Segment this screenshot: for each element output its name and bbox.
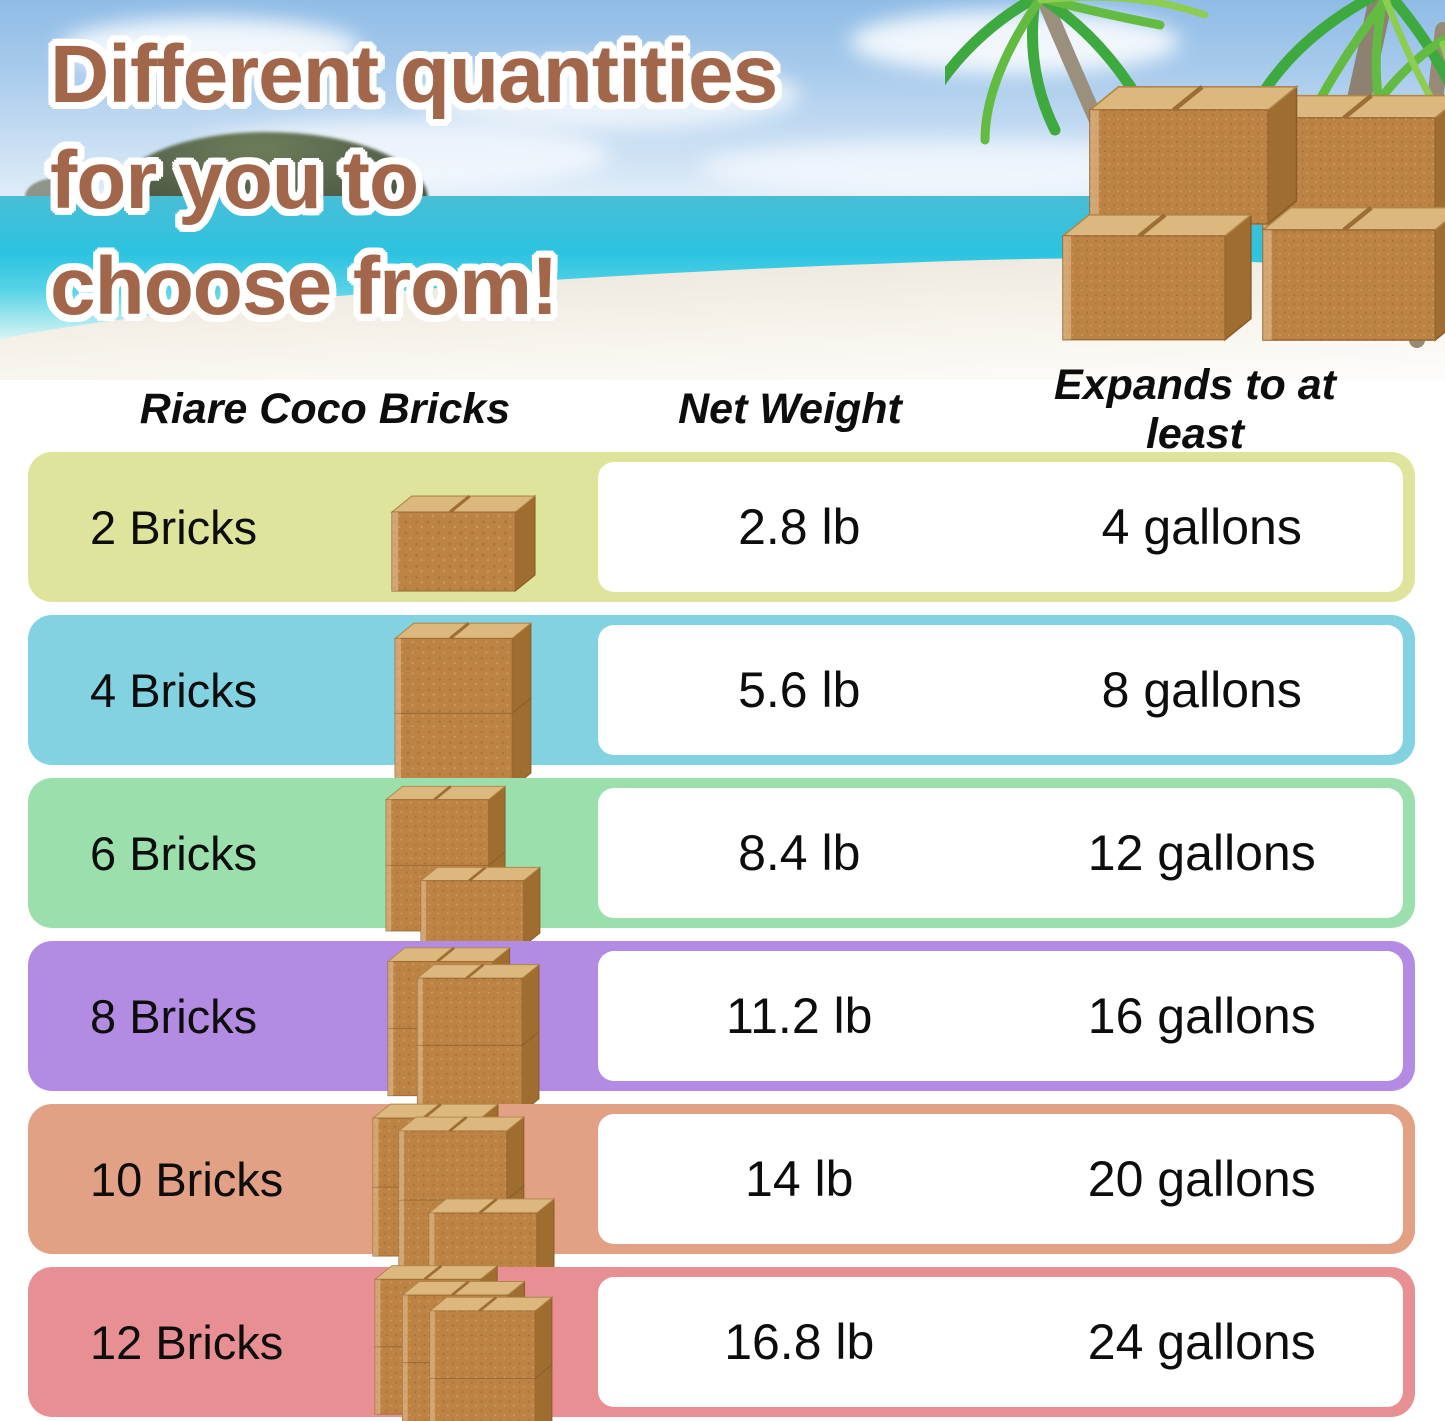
coco-bricks-icon [358,1264,568,1421]
table-row: 12 Bricks 16.8 lb 24 gallons [28,1264,1415,1421]
row-label: 2 Bricks [90,500,258,554]
coco-bricks-icon [358,1103,568,1283]
cloud [60,18,360,78]
beach-hero: Different quantities for you to choose f… [0,0,1445,380]
row-values-panel: 8.4 lb 12 gallons [598,788,1403,918]
column-header-net-weight: Net Weight [678,385,902,433]
title-line: choose from! [50,241,558,332]
row-values-panel: 14 lb 20 gallons [598,1114,1403,1244]
net-weight-value: 5.6 lb [738,662,861,718]
table-row: 4 Bricks 5.6 lb 8 gallons [28,615,1415,789]
table-header: Riare Coco Bricks Net Weight Expands to … [0,361,1445,458]
expands-value: 8 gallons [1101,662,1302,718]
row-label: 8 Bricks [90,989,258,1043]
expands-value: 12 gallons [1087,825,1316,881]
expands-value: 24 gallons [1087,1314,1316,1370]
title-line: for you to [50,135,419,226]
net-weight-value: 16.8 lb [724,1314,875,1370]
net-weight-value: 14 lb [745,1151,854,1207]
table-row: 2 Bricks 2.8 lb 4 gallons [28,452,1415,602]
row-label: 4 Bricks [90,663,258,717]
coco-bricks-icon [358,778,568,948]
column-header-product: Riare Coco Bricks [139,385,511,433]
net-weight-value: 8.4 lb [738,825,861,881]
comparison-table: 2 Bricks 2.8 lb 4 gallons 4 Bricks 5.6 l… [28,452,1415,1421]
expands-value: 4 gallons [1101,499,1302,555]
row-label: 12 Bricks [90,1315,284,1369]
row-label: 6 Bricks [90,826,258,880]
row-values-panel: 2.8 lb 4 gallons [598,462,1403,592]
coco-bricks-icon [358,452,568,602]
title-line: Different quantities [50,29,778,120]
cloud [420,60,800,130]
expands-value: 16 gallons [1087,988,1316,1044]
net-weight-value: 2.8 lb [738,499,861,555]
table-row: 8 Bricks 11.2 lb 16 gallons [28,941,1415,1113]
row-values-panel: 5.6 lb 8 gallons [598,625,1403,755]
column-header-expands: Expands to at least [1054,360,1336,458]
row-values-panel: 11.2 lb 16 gallons [598,951,1403,1081]
coco-brick-stack-icon [1060,85,1445,342]
expands-value: 20 gallons [1087,1151,1316,1207]
table-row: 6 Bricks 8.4 lb 12 gallons [28,778,1415,948]
table-row: 10 Bricks 14 lb 20 gallons [28,1103,1415,1283]
coco-bricks-icon [358,941,568,1113]
net-weight-value: 11.2 lb [726,988,873,1044]
row-label: 10 Bricks [90,1152,284,1206]
row-values-panel: 16.8 lb 24 gallons [598,1277,1403,1407]
page-title: Different quantities for you to choose f… [50,22,950,340]
coco-bricks-icon [358,615,568,789]
